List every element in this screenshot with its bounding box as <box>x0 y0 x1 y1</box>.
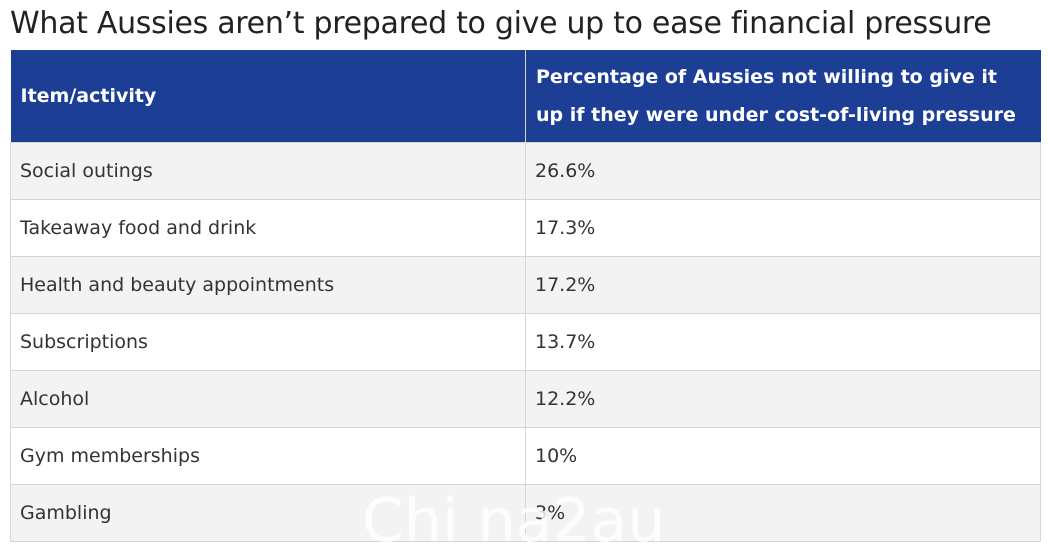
item-cell: Gym memberships <box>10 427 526 485</box>
table-row: Social outings 26.6% <box>10 142 1041 200</box>
data-table: Item/activity Percentage of Aussies not … <box>10 50 1041 542</box>
item-cell: Takeaway food and drink <box>10 199 526 257</box>
column-header-item: Item/activity <box>10 50 526 143</box>
header-row: Item/activity Percentage of Aussies not … <box>10 50 1041 143</box>
value-cell: 26.6% <box>525 142 1041 200</box>
table-row: Gambling 3% <box>10 484 1041 542</box>
item-cell: Gambling <box>10 484 526 542</box>
item-cell: Social outings <box>10 142 526 200</box>
table-row: Gym memberships 10% <box>10 427 1041 485</box>
item-cell: Subscriptions <box>10 313 526 371</box>
item-cell: Health and beauty appointments <box>10 256 526 314</box>
table-row: Takeaway food and drink 17.3% <box>10 199 1041 257</box>
value-cell: 17.2% <box>525 256 1041 314</box>
value-cell: 10% <box>525 427 1041 485</box>
value-cell: 12.2% <box>525 370 1041 428</box>
value-cell: 3% <box>525 484 1041 542</box>
item-cell: Alcohol <box>10 370 526 428</box>
value-cell: 17.3% <box>525 199 1041 257</box>
table-row: Health and beauty appointments 17.2% <box>10 256 1041 314</box>
value-cell: 13.7% <box>525 313 1041 371</box>
page-title: What Aussies aren’t prepared to give up … <box>10 6 992 41</box>
table-row: Alcohol 12.2% <box>10 370 1041 428</box>
column-header-percentage: Percentage of Aussies not willing to giv… <box>525 50 1041 143</box>
table-row: Subscriptions 13.7% <box>10 313 1041 371</box>
